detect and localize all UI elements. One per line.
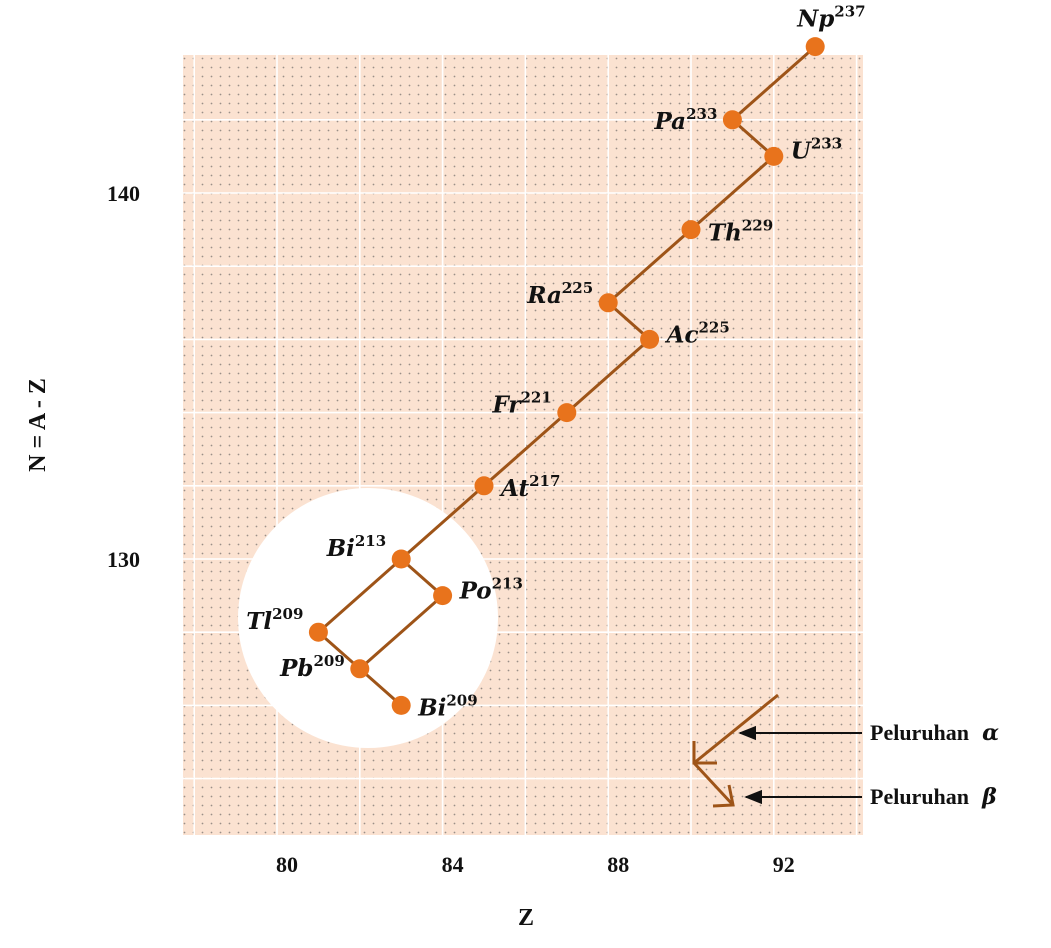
nuclide-marker <box>764 146 784 166</box>
nuclide-mass-number: 229 <box>742 217 773 235</box>
nuclide-symbol: Bi <box>417 694 446 721</box>
decay-link <box>607 228 692 304</box>
grid-lines <box>183 55 863 835</box>
nuclide-symbol: At <box>499 475 529 502</box>
nuclide-symbol: Pa <box>653 108 686 135</box>
nuclide-label: Th229 <box>708 217 773 247</box>
decay-link <box>690 155 775 231</box>
nuclide-symbol: U <box>791 137 813 164</box>
nuclide-marker <box>557 403 577 423</box>
x-tick-label: 88 <box>607 852 629 877</box>
decay-link <box>565 338 651 414</box>
nuclide-mass-number: 225 <box>562 279 593 297</box>
legend-alpha-label: Peluruhan <box>870 720 969 745</box>
nuclide-symbol: Th <box>708 220 742 247</box>
nuclide-marker <box>474 476 494 496</box>
nuclide-marker <box>640 329 660 349</box>
nuclide-label: Np237 <box>796 3 865 33</box>
legend-beta-entry: Peluruhan β <box>870 784 997 810</box>
nuclide-label: Pa233 <box>653 105 717 135</box>
nuclide-label: Fr221 <box>491 389 551 419</box>
nuclide-marker <box>391 695 411 715</box>
alpha-sample-line <box>693 693 779 765</box>
nuclide-label: Ra225 <box>526 279 593 309</box>
nuclide-mass-number: 217 <box>529 472 560 490</box>
nuclide-marker <box>308 622 328 642</box>
x-tick-label: 92 <box>773 852 795 877</box>
nuclide-label: Bi209 <box>417 691 478 721</box>
x-tick-label: 84 <box>442 852 464 877</box>
x-tick-label: 80 <box>276 852 298 877</box>
legend-beta-symbol: β <box>981 784 997 810</box>
nuclide-marker <box>433 586 453 606</box>
nuclide-markers <box>308 37 825 715</box>
nuclide-symbol: Ra <box>526 282 562 309</box>
highlight-circle <box>238 488 498 748</box>
x-axis-title: Z <box>518 905 534 931</box>
nuclide-symbol: Tl <box>246 608 272 635</box>
nuclide-mass-number: 233 <box>811 134 842 152</box>
nuclide-marker <box>350 659 370 679</box>
nuclide-label: Pb209 <box>279 652 345 682</box>
nuclide-mass-number: 209 <box>272 605 303 623</box>
decay-link <box>483 411 568 487</box>
y-tick-label: 140 <box>107 181 140 206</box>
decay-link <box>731 45 817 121</box>
nuclide-symbol: Bi <box>326 535 355 562</box>
nuclide-marker <box>598 293 618 313</box>
nuclide-label: Bi213 <box>326 532 387 562</box>
nuclide-mass-number: 225 <box>698 318 729 336</box>
y-tick-label: 130 <box>107 547 140 572</box>
y-axis-title: N = A - Z <box>25 378 51 472</box>
y-axis-ticks: 140 130 <box>107 181 140 572</box>
decay-link <box>400 484 485 561</box>
nuclide-mass-number: 237 <box>834 3 865 21</box>
x-axis-ticks: 80 84 88 92 <box>276 852 795 877</box>
legend-alpha-entry: Peluruhan α <box>870 720 999 746</box>
decay-link <box>317 557 403 634</box>
legend-alpha-symbol: α <box>982 720 999 746</box>
nuclide-marker <box>391 549 411 569</box>
plot-area <box>183 55 863 835</box>
nuclide-mass-number: 213 <box>355 532 386 550</box>
nuclide-label: U233 <box>791 134 842 164</box>
legend: Peluruhan α Peluruhan β <box>738 720 999 810</box>
nuclide-label: At217 <box>499 472 560 502</box>
nuclide-symbol: Pb <box>279 655 313 682</box>
nuclide-marker <box>681 220 701 240</box>
legend-beta-label: Peluruhan <box>870 784 969 809</box>
nuclide-symbol: Fr <box>491 392 522 419</box>
nuclide-symbol: Po <box>459 578 492 605</box>
nuclide-marker <box>805 37 825 57</box>
nuclide-marker <box>722 110 742 130</box>
nuclide-mass-number: 209 <box>313 652 344 670</box>
decay-link <box>358 594 444 670</box>
nuclide-labels: Np237Pa233U233Th229Ra225Ac225Fr221At217B… <box>246 3 865 722</box>
beta-sample-line <box>692 761 735 807</box>
nuclide-mass-number: 233 <box>686 105 717 123</box>
nuclide-label: Tl209 <box>246 605 303 635</box>
nuclide-symbol: Ac <box>665 321 699 348</box>
legend-decay-sample <box>692 693 779 808</box>
nuclide-symbol: Np <box>796 6 834 33</box>
nuclide-mass-number: 213 <box>492 575 523 593</box>
beta-sample-arrowhead <box>712 784 735 808</box>
nuclide-label: Po213 <box>459 575 523 605</box>
nuclide-mass-number: 221 <box>520 389 551 407</box>
nuclide-label: Ac225 <box>665 318 730 348</box>
nuclide-mass-number: 209 <box>446 691 477 709</box>
